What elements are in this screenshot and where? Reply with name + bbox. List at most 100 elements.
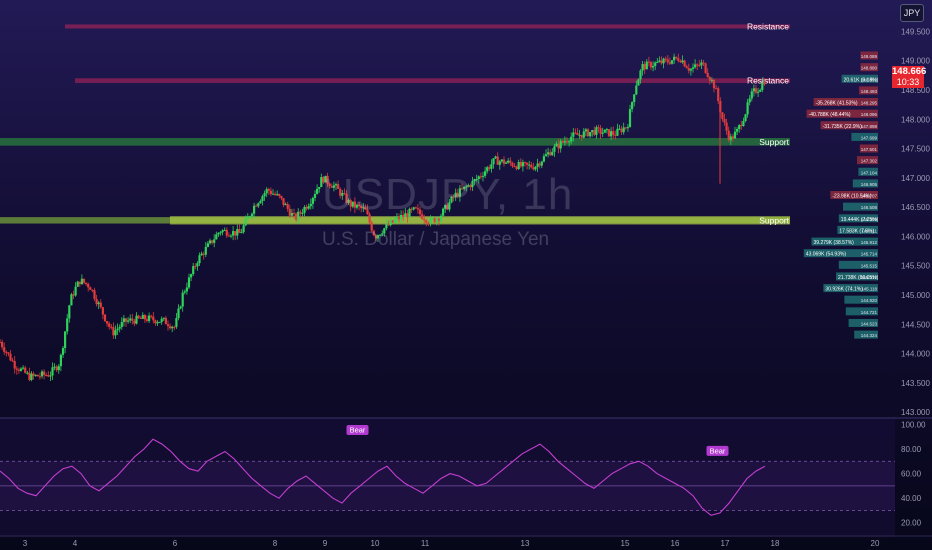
candle-body (507, 160, 510, 163)
current-price-value: 148.666 (892, 66, 927, 77)
candle-body (68, 305, 71, 319)
support-zone-label: Support (759, 215, 789, 225)
candle-body (746, 102, 749, 115)
candle-body (152, 316, 155, 321)
candle-body (313, 194, 317, 198)
candle-body (255, 205, 258, 207)
candle-body (696, 64, 699, 66)
price-axis-label: 145.500 (901, 262, 930, 271)
candle-body (143, 314, 146, 320)
candle-body (156, 322, 159, 324)
volume-profile-price: 144.920 (861, 298, 878, 303)
candle-body (129, 318, 132, 321)
candle-body (628, 109, 632, 128)
candle-body (208, 240, 212, 244)
candle-body (738, 125, 741, 129)
candle-body (717, 88, 720, 101)
candle-body (7, 352, 10, 354)
candle-body (450, 196, 453, 203)
candle-body (261, 196, 264, 202)
candle-body (358, 204, 361, 207)
volume-profile-bar (813, 98, 878, 107)
candle-body (307, 206, 310, 209)
candle-body (610, 131, 613, 137)
candle-body (196, 263, 199, 267)
candle-body (710, 79, 713, 81)
candle-body (670, 60, 674, 64)
candle-body (538, 163, 541, 166)
candle-body (505, 162, 508, 164)
candle-body (536, 163, 539, 167)
candle-body (177, 308, 180, 319)
time-axis-label: 3 (23, 539, 28, 548)
candle-body (11, 360, 14, 362)
candle-body (34, 374, 37, 376)
candle-body (683, 60, 686, 67)
ticker-button[interactable]: JPY (900, 4, 924, 22)
candle-body (200, 253, 203, 256)
candle-body (519, 161, 522, 167)
candle-body (593, 130, 596, 135)
candle-body (471, 180, 474, 188)
candle-body (488, 167, 491, 169)
candle-body (620, 128, 623, 133)
candle-body (145, 319, 149, 321)
candle-body (687, 68, 690, 71)
candle-body (446, 204, 449, 210)
price-axis-label: 144.000 (901, 350, 930, 359)
candle-body (141, 314, 144, 319)
candle-body (22, 367, 25, 369)
volume-profile-bar (852, 179, 878, 188)
candle-body (190, 274, 193, 278)
candle-body (328, 183, 331, 187)
candle-body (452, 196, 455, 198)
candle-body (481, 175, 485, 177)
time-axis-label: 4 (73, 539, 78, 548)
candle-body (635, 85, 638, 95)
candle-body (643, 64, 646, 70)
candle-body (55, 366, 58, 371)
candle-body (712, 79, 716, 89)
candle-body (139, 317, 142, 319)
candle-body (473, 179, 476, 181)
chart-watermark-title: USDJPY, 1h (322, 170, 574, 219)
rsi-axis-label: 60.00 (901, 470, 922, 479)
candle-body (274, 193, 277, 195)
candle-body (49, 375, 52, 377)
candle-body (253, 205, 256, 214)
price-axis-label: 146.500 (901, 203, 930, 212)
volume-profile-bar (845, 307, 878, 316)
candle-body (43, 371, 46, 375)
volume-profile-label: 43.069K (54.93%) (806, 252, 847, 258)
candle-body (0, 341, 2, 343)
candle-body (379, 234, 382, 236)
candle-body (624, 127, 627, 129)
candle-body (347, 200, 350, 203)
candle-body (217, 232, 220, 235)
candle-body (372, 230, 375, 236)
volume-profile-bar (843, 202, 878, 211)
candle-body (166, 324, 170, 327)
candle-body (626, 127, 629, 129)
candle-body (500, 159, 503, 162)
candle-body (374, 235, 377, 239)
volume-profile-bar (860, 51, 878, 60)
volume-profile-label: 39.279K (38.57%) (814, 240, 855, 246)
candle-body (36, 374, 39, 377)
candle-body (116, 328, 119, 331)
candle-body (127, 320, 130, 322)
candle-body (158, 321, 161, 323)
candle-body (433, 218, 436, 223)
price-axis-label: 143.500 (901, 379, 930, 388)
candle-body (112, 327, 115, 336)
candle-body (521, 162, 524, 167)
candle-body (572, 132, 575, 137)
candle-body (15, 368, 18, 370)
candle-body (750, 91, 753, 99)
price-axis-label: 147.500 (901, 145, 930, 154)
candle-body (99, 302, 102, 308)
current-price-tag: 148.666 10:33 (892, 66, 927, 88)
candle-body (402, 214, 405, 217)
